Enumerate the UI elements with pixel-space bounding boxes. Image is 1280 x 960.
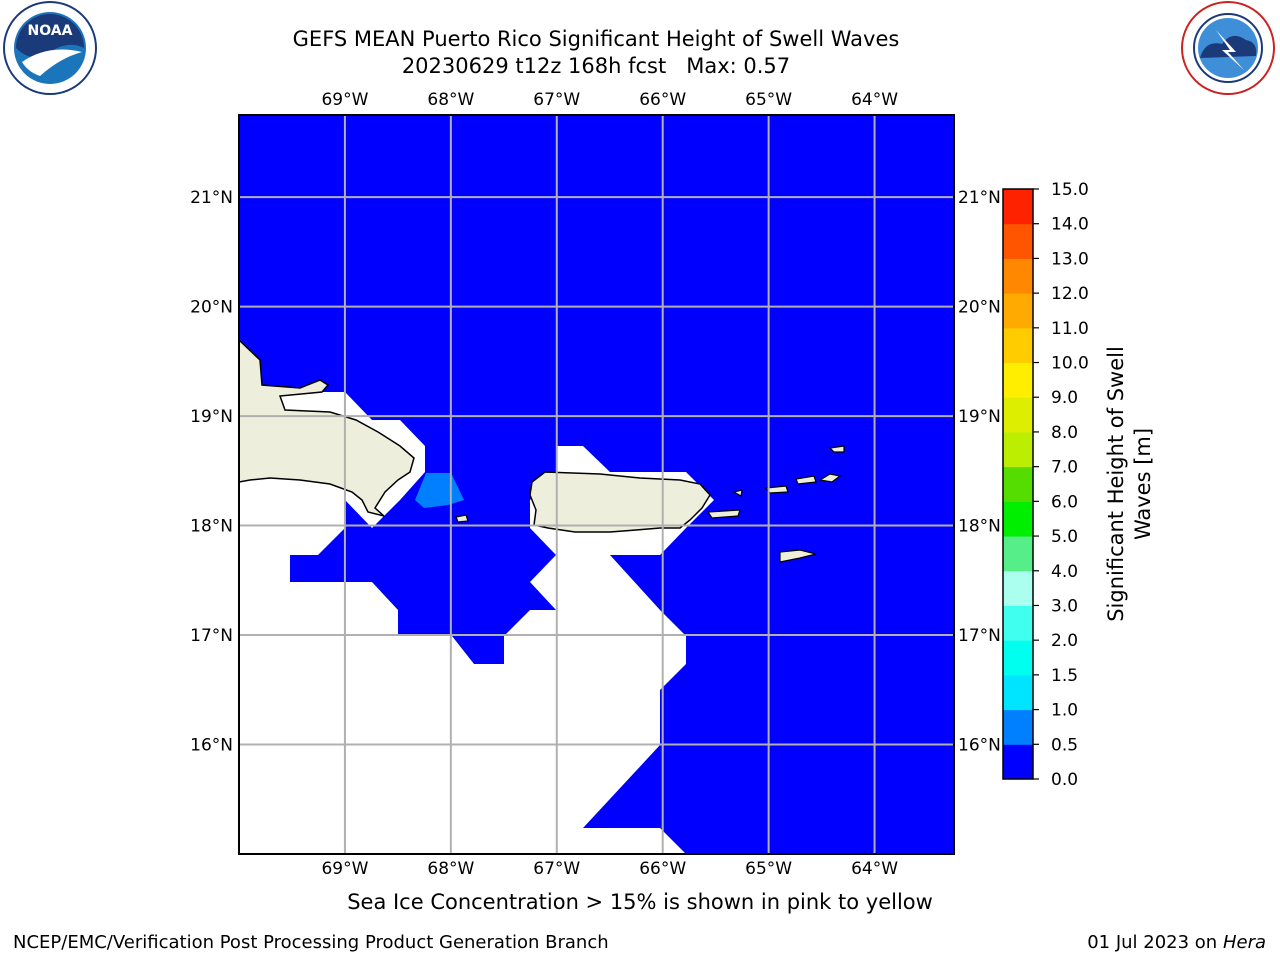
colorbar-tick-label: 12.0 [1051,284,1089,304]
noaa-logo-text: NOAA [28,23,73,39]
title-block: GEFS MEAN Puerto Rico Significant Height… [196,26,996,80]
colorbar-segment [1003,709,1033,745]
colorbar-tick-label: 7.0 [1051,458,1078,478]
lat-tick-label-right: 21°N [958,188,1001,208]
lon-tick-label-bottom: 66°W [639,859,686,879]
colorbar-tick-label: 15.0 [1051,180,1089,200]
map-area [238,114,955,855]
footer-date: 01 Jul 2023 on Hera [1087,932,1266,953]
colorbar-tick-label: 5.0 [1051,527,1078,547]
colorbar-segment [1003,536,1033,572]
land-hispaniola [238,338,415,517]
colorbar-segment [1003,466,1033,502]
colorbar-segment [1003,431,1033,468]
tick-labels: 69°W 69°W 68°W 68°W 67°W 67°W 66°W 66°W 65°W 65°W… [190,90,1001,879]
lon-tick-label-top: 64°W [851,90,898,110]
lon-tick-label-top: 67°W [533,90,580,110]
colorbar-tick-label: 8.0 [1051,423,1078,443]
colorbar-tick-label: 13.0 [1051,249,1089,269]
colorbar-frame [1002,188,1034,780]
lat-tick-label-left: 18°N [190,517,233,537]
lon-tick-label-bottom: 64°W [851,859,898,879]
colorbar-label-line2: Waves [m] [1131,428,1155,540]
colorbar-segment [1003,397,1033,433]
island-tortola [818,473,842,483]
colorbar-segment [1003,258,1033,294]
colorbar: 0.0 0.5 1.0 1.5 2.0 3.0 4.0 5.0 6.0 7.0 8.0 9.0 10.0… [1002,180,1089,790]
lat-tick-label-left: 20°N [190,298,233,318]
sea-ice-note: Sea Ice Concentration > 15% is shown in … [347,890,933,914]
colorbar-tick-label: 0.5 [1051,735,1078,755]
island-st-john [795,475,817,485]
map-frame [238,114,955,855]
lon-tick-label-bottom: 69°W [321,859,368,879]
island-vieques [706,509,741,519]
colorbar-segment [1003,570,1033,606]
colorbar-tick-label: 0.0 [1051,770,1078,790]
lat-tick-label-right: 17°N [958,626,1001,646]
lat-tick-label-left: 17°N [190,626,233,646]
chart-subtitle: 20230629 t12z 168h fcst Max: 0.57 [401,54,791,78]
colorbar-tick-label: 4.0 [1051,562,1078,582]
colorbar-segment [1003,223,1033,259]
lon-tick-label-bottom: 67°W [533,859,580,879]
lon-tick-label-bottom: 68°W [427,859,474,879]
lat-tick-label-left: 19°N [190,407,233,427]
colorbar-tick-label: 6.0 [1051,492,1078,512]
lat-tick-label-right: 20°N [958,298,1001,318]
colorbar-tick-label: 11.0 [1051,319,1089,339]
colorbar-segment [1003,674,1033,711]
footer-date-text: 01 Jul 2023 on [1087,932,1223,953]
colorbar-tick-label: 1.0 [1051,701,1078,721]
colorbar-segment [1003,640,1033,676]
colorbar-segment [1003,501,1033,537]
colorbar-tick-label: 14.0 [1051,215,1089,235]
footer-host: Hera [1222,932,1266,953]
colorbar-tick-label: 1.5 [1051,666,1078,686]
colorbar-segment [1003,362,1033,398]
island-mona [455,514,469,523]
chart-title: GEFS MEAN Puerto Rico Significant Height… [292,27,900,51]
colorbar-segment [1003,293,1033,329]
lon-tick-label-top: 65°W [745,90,792,110]
lat-tick-label-right: 19°N [958,407,1001,427]
island-st-croix [779,549,817,563]
noaa-logo: NOAA [3,1,97,95]
colorbar-tick-label: 9.0 [1051,388,1078,408]
colorbar-label-line1: Significant Height of Swell [1104,346,1128,622]
lat-tick-label-right: 18°N [958,517,1001,537]
colorbar-segment [1003,327,1033,364]
colorbar-segment [1003,605,1033,641]
colorbar-segment [1003,744,1033,780]
nws-logo [1181,1,1275,95]
island-anegada [828,445,845,453]
gridlines [239,115,954,854]
lon-tick-label-top: 69°W [321,90,368,110]
lat-tick-label-left: 16°N [190,736,233,756]
lon-tick-label-bottom: 65°W [745,859,792,879]
lat-tick-label-left: 21°N [190,188,233,208]
lat-tick-label-right: 16°N [958,736,1001,756]
colorbar-tick-label: 2.0 [1051,631,1078,651]
colorbar-tick-label: 10.0 [1051,354,1089,374]
colorbar-segment [1003,189,1033,225]
lon-tick-label-top: 66°W [639,90,686,110]
lon-tick-label-top: 68°W [427,90,474,110]
island-culebra [732,489,743,497]
colorbar-tick-label: 3.0 [1051,596,1078,616]
footer-branch: NCEP/EMC/Verification Post Processing Pr… [13,932,609,953]
